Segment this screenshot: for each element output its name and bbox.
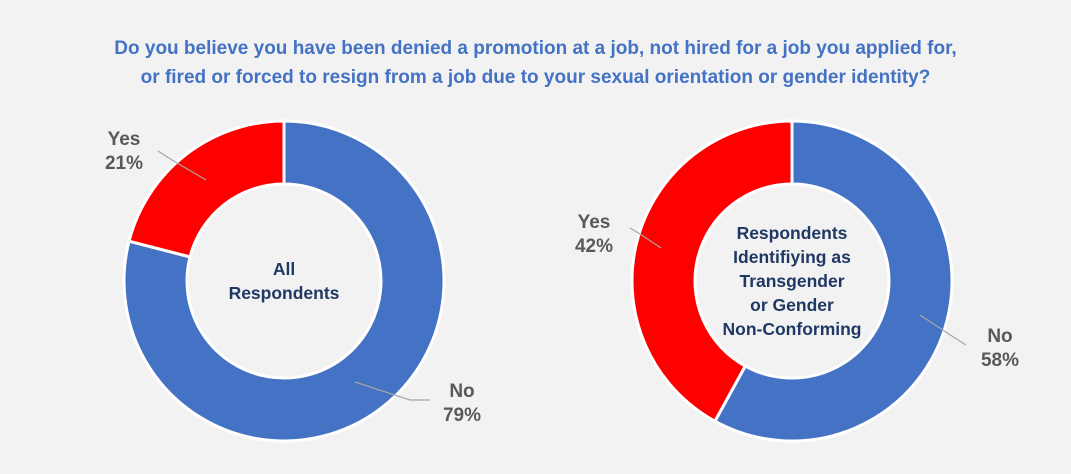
slice-label-no: No	[449, 381, 474, 402]
slice-no	[712, 119, 954, 443]
chart-title-line-2: or fired or forced to resign from a job …	[140, 67, 931, 88]
slice-value-no: 58%	[981, 350, 1019, 371]
leader-line-no	[919, 314, 967, 346]
center-label-line: Non-Conforming	[723, 319, 862, 339]
center-label-line: Identifiying as	[733, 247, 851, 267]
slice-value-yes: 21%	[105, 153, 143, 174]
leader-line-no	[354, 381, 430, 401]
leader-line-yes	[629, 227, 662, 249]
slice-value-no: 79%	[443, 405, 481, 426]
donut-transgender-respondents: No 58% Yes 42% Respondents Identifiying as Tra…	[575, 119, 1019, 443]
center-label-line: Transgender	[739, 271, 844, 291]
center-label-line: Respondents	[737, 223, 848, 243]
center-label-line: Respondents	[229, 283, 340, 303]
slice-label-yes: Yes	[578, 212, 611, 233]
slice-yes	[127, 119, 286, 259]
center-label-line: or Gender	[750, 295, 834, 315]
center-label-line: All	[273, 259, 295, 279]
slice-yes	[630, 119, 794, 424]
chart-title-line-1: Do you believe you have been denied a pr…	[114, 38, 957, 59]
slice-no	[122, 119, 446, 443]
slice-label-no: No	[987, 326, 1012, 347]
slice-value-yes: 42%	[575, 236, 613, 257]
slice-label-yes: Yes	[108, 129, 141, 150]
chart-title: Do you believe you have been denied a pr…	[0, 34, 1071, 92]
leader-line-yes	[157, 150, 207, 181]
donut-all-respondents: No 79% Yes 21% All Respondents	[105, 119, 481, 443]
